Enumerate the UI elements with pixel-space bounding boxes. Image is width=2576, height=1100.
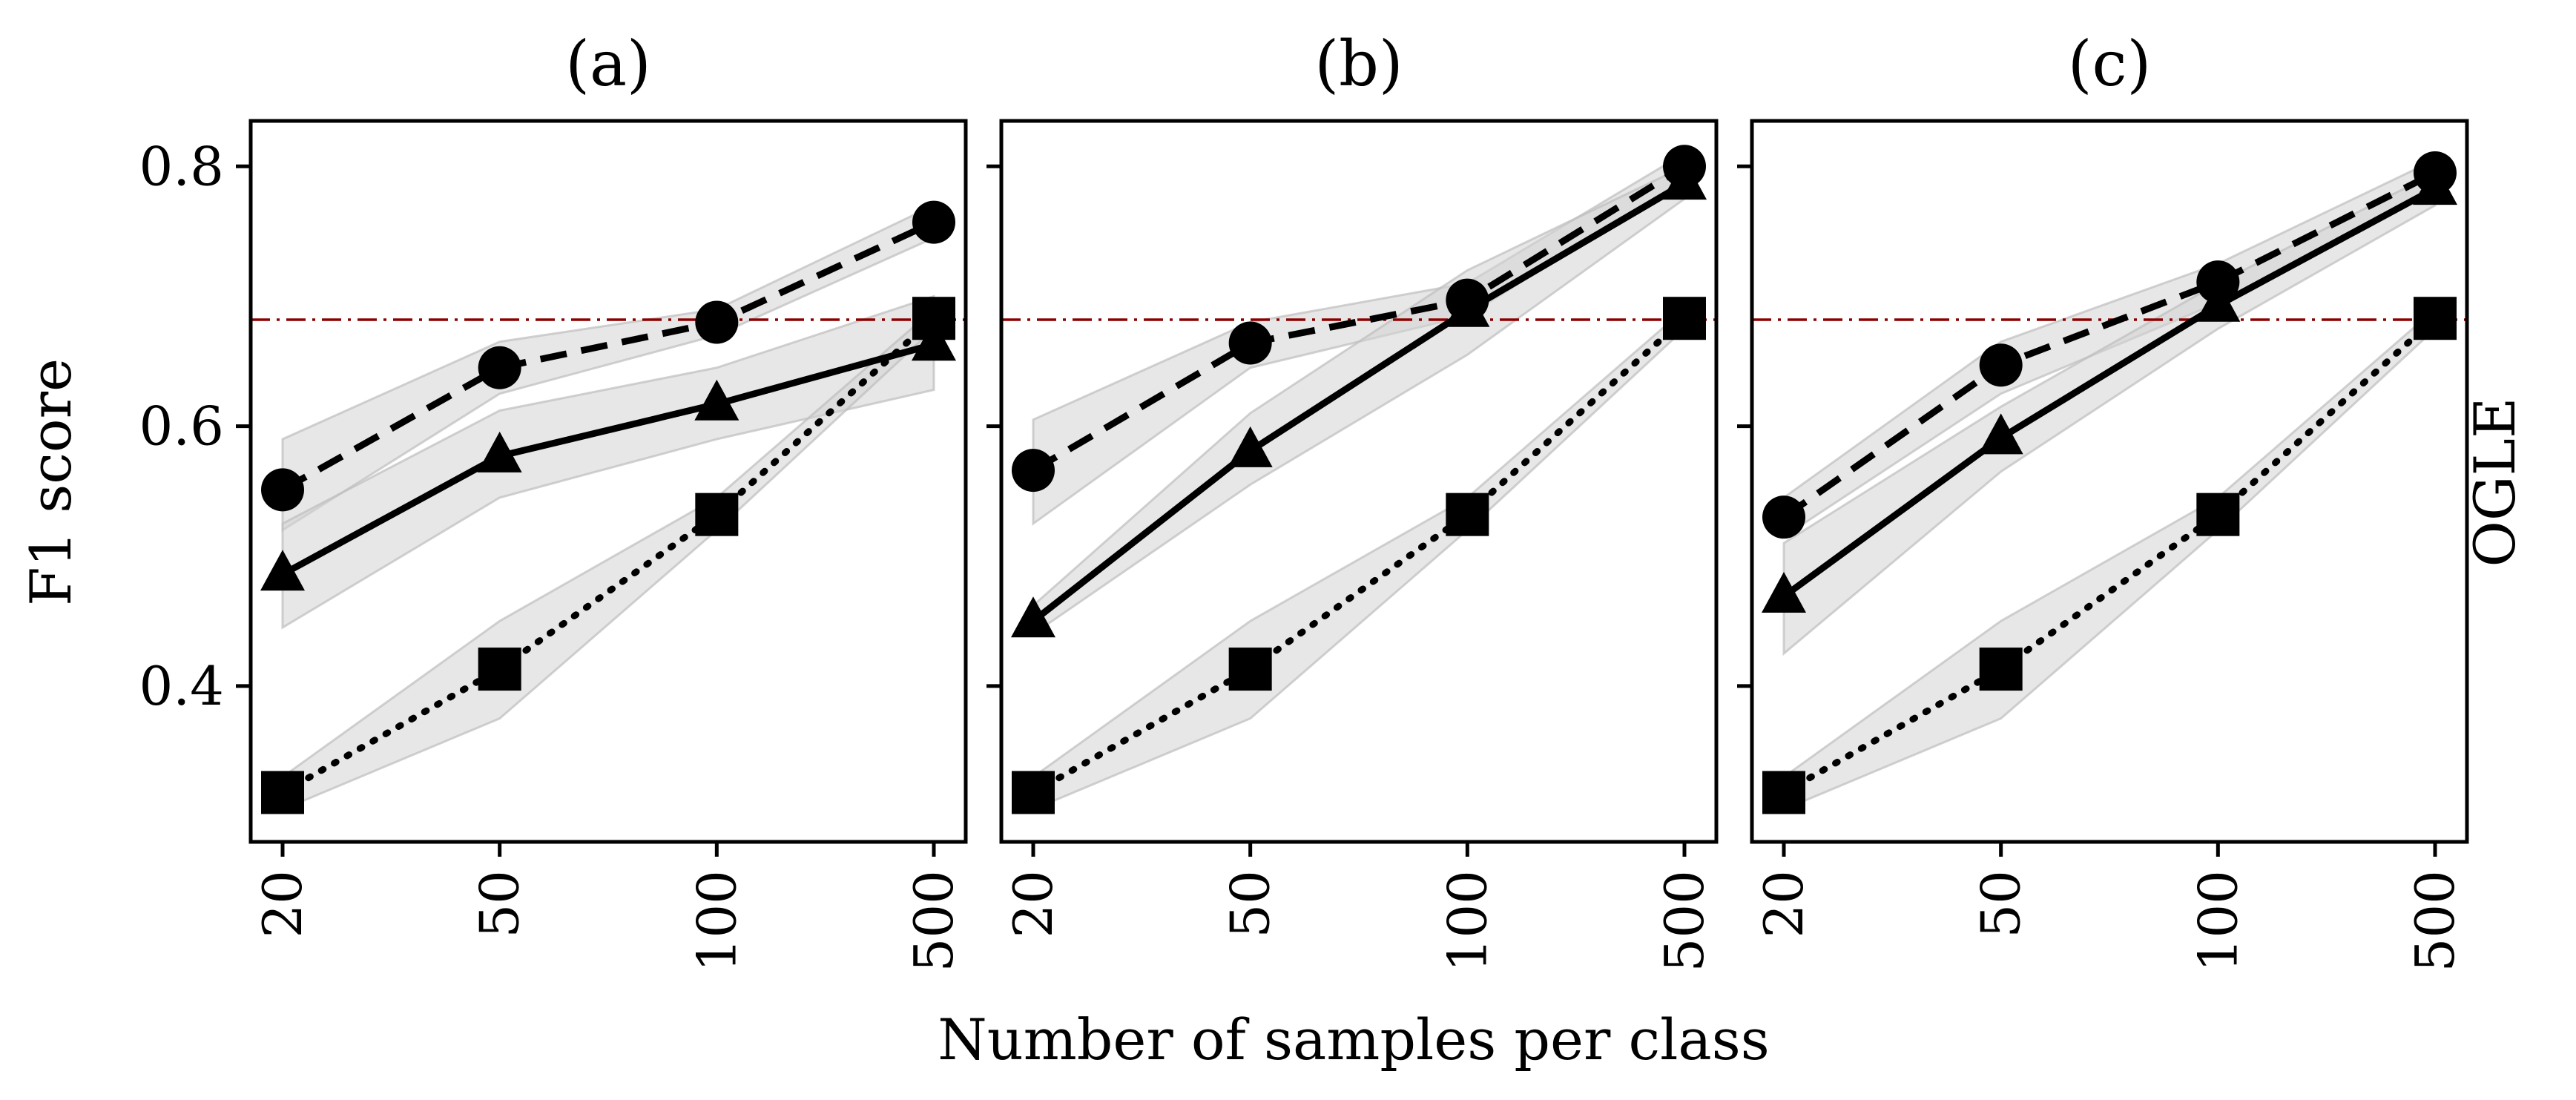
confidence-band-triangle bbox=[1782, 171, 2437, 656]
x-tick-label: 500 bbox=[2404, 870, 2466, 972]
data-point-circle bbox=[261, 468, 304, 512]
plot-frame bbox=[1750, 119, 2469, 844]
y-tick-label: 0.6 bbox=[139, 395, 224, 458]
x-tick-label: 100 bbox=[2187, 870, 2249, 972]
panel-title: (a) bbox=[565, 27, 651, 100]
data-point-square bbox=[1012, 771, 1055, 814]
data-point-triangle bbox=[912, 320, 956, 361]
data-point-triangle bbox=[1762, 571, 1806, 613]
data-point-triangle bbox=[1011, 596, 1055, 638]
x-tick-label: 500 bbox=[1653, 870, 1716, 972]
x-tick-label: 50 bbox=[1219, 870, 1282, 938]
panel-2: (b) 20 50 100 500 bbox=[986, 27, 1719, 972]
data-point-triangle bbox=[260, 550, 305, 591]
data-point-triangle bbox=[1228, 426, 1273, 467]
right-side-label: OGLE bbox=[2462, 398, 2528, 567]
series-line-triangle bbox=[280, 340, 935, 578]
series-line-square bbox=[1780, 314, 2439, 796]
data-point-triangle bbox=[477, 431, 522, 472]
data-point-square bbox=[1663, 297, 1706, 340]
data-point-triangle bbox=[2413, 164, 2457, 205]
data-point-triangle bbox=[1445, 286, 1490, 327]
x-tick-label: 20 bbox=[1002, 870, 1064, 938]
data-point-square bbox=[261, 771, 304, 814]
data-point-circle bbox=[912, 200, 955, 244]
data-point-square bbox=[2414, 297, 2457, 340]
data-point-square bbox=[1446, 493, 1489, 536]
data-point-circle bbox=[1012, 449, 1055, 493]
data-point-triangle bbox=[2195, 280, 2241, 322]
x-tick-label: 100 bbox=[685, 870, 748, 972]
x-tick-label: 50 bbox=[1970, 870, 2032, 938]
data-point-circle bbox=[1979, 343, 2023, 387]
series-line-triangle bbox=[1031, 180, 1687, 624]
data-point-square bbox=[1228, 648, 1272, 691]
data-point-square bbox=[1762, 771, 1805, 814]
x-tick-label: 20 bbox=[1753, 870, 1815, 938]
panel-3: (c) 20 50 100 500 bbox=[1737, 27, 2469, 972]
data-point-circle bbox=[1228, 321, 1272, 365]
x-tick-label: 20 bbox=[251, 870, 314, 938]
plot-frame bbox=[248, 119, 968, 844]
plot-area bbox=[1001, 151, 1716, 811]
data-point-square bbox=[1979, 648, 2023, 691]
series-line-triangle bbox=[1782, 185, 2437, 599]
data-point-triangle bbox=[694, 379, 739, 421]
x-tick-label: 50 bbox=[469, 870, 531, 938]
panel-title: (c) bbox=[2068, 27, 2152, 100]
y-tick-label: 0.8 bbox=[139, 135, 224, 197]
x-tick-label: 100 bbox=[1436, 870, 1498, 972]
data-point-square bbox=[478, 648, 521, 691]
panel-title: (b) bbox=[1314, 27, 1403, 100]
plot-area bbox=[251, 203, 966, 811]
y-axis-label: F1 score bbox=[18, 358, 84, 606]
data-point-square bbox=[2196, 493, 2240, 536]
plot-frame bbox=[999, 119, 1719, 844]
data-point-circle bbox=[1762, 495, 1805, 539]
y-tick-label: 0.4 bbox=[139, 655, 224, 717]
plot-area bbox=[1752, 158, 2467, 811]
series-line-circle bbox=[280, 219, 935, 493]
data-point-square bbox=[912, 297, 955, 340]
data-point-triangle bbox=[1978, 413, 2023, 455]
series-line-square bbox=[279, 314, 938, 796]
data-point-square bbox=[695, 493, 739, 536]
data-point-triangle bbox=[1662, 159, 1707, 200]
series-line-circle bbox=[1031, 163, 1687, 473]
confidence-band-circle bbox=[1032, 151, 1686, 526]
series-line-circle bbox=[1782, 170, 2437, 520]
series-line-square bbox=[1030, 314, 1688, 796]
x-tick-label: 500 bbox=[903, 870, 965, 972]
data-point-circle bbox=[478, 346, 521, 389]
x-axis-label: Number of samples per class bbox=[938, 1007, 1769, 1073]
panel-1: (a) 0.4 0.6 0.8 20 50 100 500 bbox=[139, 27, 968, 972]
confidence-band-triangle bbox=[281, 294, 935, 630]
data-point-circle bbox=[695, 300, 739, 344]
